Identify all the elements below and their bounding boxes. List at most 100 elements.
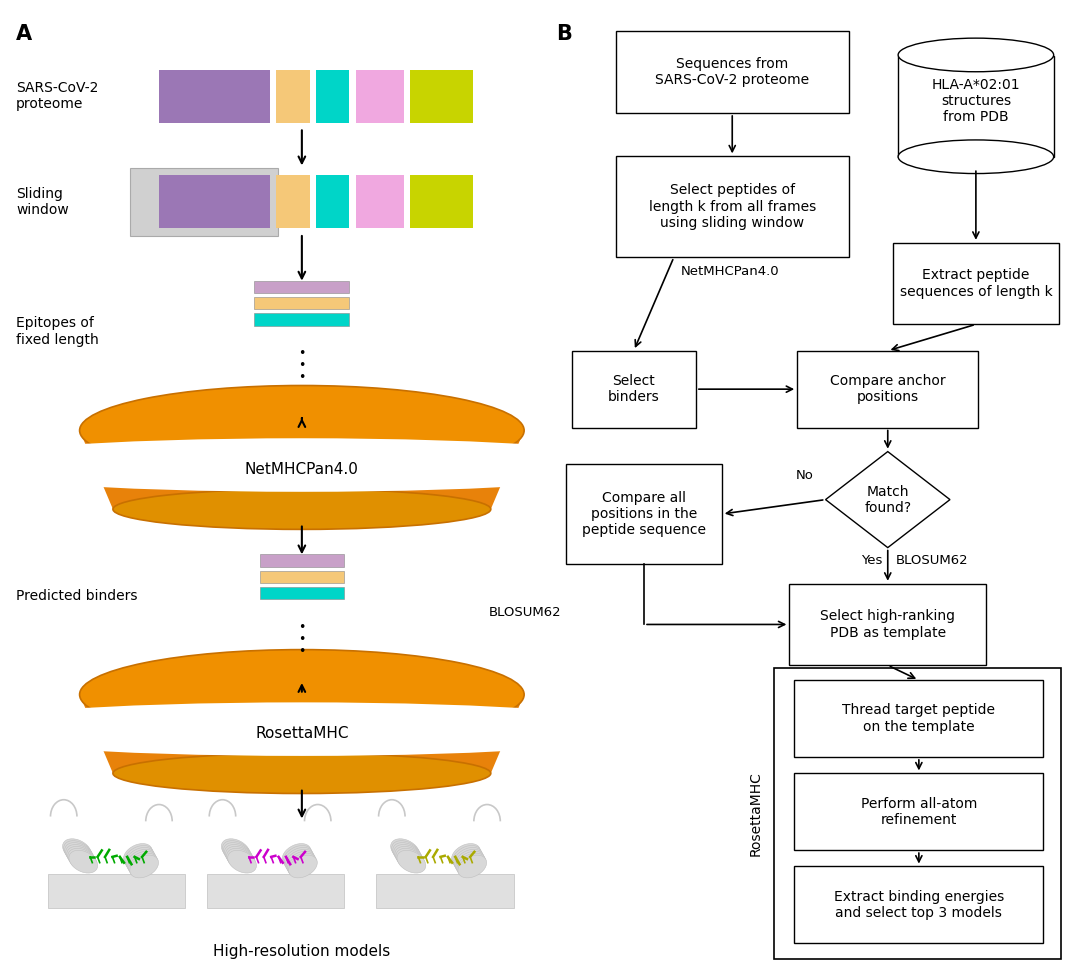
Ellipse shape [228,851,256,873]
Ellipse shape [392,841,420,863]
Ellipse shape [0,438,658,492]
Text: Compare anchor
positions: Compare anchor positions [829,374,946,405]
Ellipse shape [285,850,314,872]
Ellipse shape [63,839,92,861]
Bar [795,773,1043,850]
Ellipse shape [64,841,93,863]
Bar [276,175,310,228]
Text: Extract peptide
sequences of length k: Extract peptide sequences of length k [900,269,1052,299]
Ellipse shape [453,846,482,868]
Ellipse shape [393,843,421,865]
Text: Predicted binders: Predicted binders [16,589,137,603]
Bar [48,874,186,907]
Text: HLA-A*02:01
structures
from PDB: HLA-A*02:01 structures from PDB [932,77,1021,124]
Ellipse shape [125,848,154,870]
Ellipse shape [129,854,158,876]
Polygon shape [80,695,524,773]
Ellipse shape [67,847,95,869]
Text: BLOSUM62: BLOSUM62 [488,607,562,619]
Bar [376,874,514,907]
Ellipse shape [113,754,490,794]
Ellipse shape [284,848,313,870]
Ellipse shape [396,849,424,871]
Bar [355,175,404,228]
Bar [254,404,350,416]
Ellipse shape [130,856,159,878]
Ellipse shape [458,856,487,878]
Bar [316,175,350,228]
Bar [795,866,1043,944]
Bar [893,243,1058,324]
Ellipse shape [282,844,311,866]
Polygon shape [80,430,524,510]
Bar [206,874,345,907]
Ellipse shape [225,845,253,867]
Ellipse shape [457,854,486,876]
Ellipse shape [397,851,426,873]
Text: BLOSUM62: BLOSUM62 [895,555,968,567]
Ellipse shape [391,839,419,861]
Ellipse shape [124,846,153,868]
Ellipse shape [0,703,658,756]
Bar [254,387,350,400]
Text: B: B [556,24,571,44]
Text: NetMHCPan4.0: NetMHCPan4.0 [245,463,359,477]
Bar [276,70,310,122]
Bar [566,464,721,564]
Bar [259,661,345,673]
Bar [254,297,350,310]
Ellipse shape [66,845,94,867]
Text: NetMHCPan4.0: NetMHCPan4.0 [680,265,779,277]
Bar [316,70,350,122]
Text: Extract binding energies
and select top 3 models: Extract binding energies and select top … [834,890,1004,920]
Ellipse shape [227,849,255,871]
PathPatch shape [825,452,950,548]
Bar [899,56,1054,157]
Ellipse shape [127,852,157,874]
Text: Yes: Yes [861,555,882,567]
Ellipse shape [455,850,484,872]
Ellipse shape [899,140,1054,173]
Text: RosettaMHC: RosettaMHC [748,770,762,856]
Bar [773,667,1062,958]
Bar [159,70,270,122]
Text: SARS-CoV-2
proteome: SARS-CoV-2 proteome [16,81,98,112]
Ellipse shape [80,385,524,475]
Ellipse shape [283,846,312,868]
Bar [355,70,404,122]
Text: Perform all-atom
refinement: Perform all-atom refinement [861,797,977,827]
Text: High-resolution models: High-resolution models [213,944,391,958]
Bar [259,555,345,566]
Ellipse shape [288,856,318,878]
Text: A: A [16,24,32,44]
Ellipse shape [68,849,96,871]
Text: •
•
•: • • • [298,620,306,658]
Ellipse shape [456,852,485,874]
Ellipse shape [287,854,316,876]
Text: Sliding
window: Sliding window [16,187,69,217]
Ellipse shape [394,845,422,867]
Ellipse shape [286,852,315,874]
Bar [797,351,978,427]
Text: Epitopes of
fixed length: Epitopes of fixed length [16,317,99,347]
Text: Select peptides of
length k from all frames
using sliding window: Select peptides of length k from all fra… [649,183,815,230]
Ellipse shape [113,489,490,529]
Ellipse shape [80,650,524,740]
Text: RosettaMHC: RosettaMHC [255,726,349,742]
Bar [616,156,849,257]
Ellipse shape [65,843,94,865]
Ellipse shape [123,844,152,866]
Bar [410,175,473,228]
Text: Compare all
positions in the
peptide sequence: Compare all positions in the peptide seq… [582,491,706,537]
Ellipse shape [69,851,97,873]
Ellipse shape [899,38,1054,72]
Ellipse shape [226,847,254,869]
Bar [616,31,849,113]
Bar [789,584,986,665]
Bar [159,175,270,228]
Ellipse shape [222,841,252,863]
Bar [571,351,696,427]
Text: Select
binders: Select binders [608,374,660,405]
Ellipse shape [395,847,423,869]
Bar [795,680,1043,757]
